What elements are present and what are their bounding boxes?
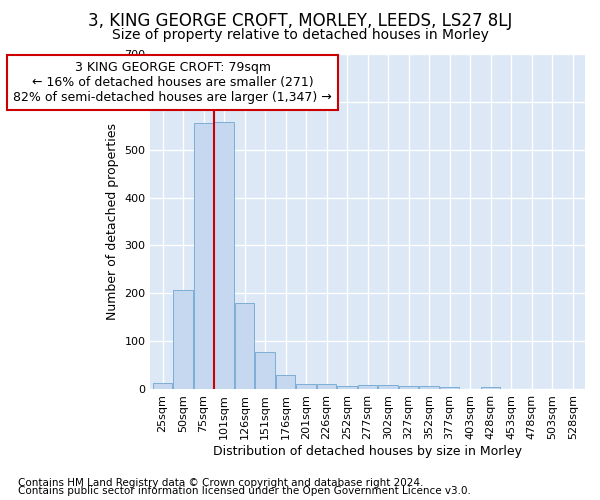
X-axis label: Distribution of detached houses by size in Morley: Distribution of detached houses by size … bbox=[213, 444, 522, 458]
Text: Contains public sector information licensed under the Open Government Licence v3: Contains public sector information licen… bbox=[18, 486, 471, 496]
Bar bbox=[153, 383, 172, 389]
Bar bbox=[235, 304, 254, 389]
Y-axis label: Number of detached properties: Number of detached properties bbox=[106, 123, 119, 320]
Bar bbox=[194, 123, 214, 389]
Bar bbox=[358, 385, 377, 389]
Bar bbox=[399, 386, 418, 389]
Bar bbox=[317, 384, 337, 389]
Bar bbox=[440, 386, 460, 389]
Text: 3 KING GEORGE CROFT: 79sqm
← 16% of detached houses are smaller (271)
82% of sem: 3 KING GEORGE CROFT: 79sqm ← 16% of deta… bbox=[13, 61, 332, 104]
Bar bbox=[296, 384, 316, 389]
Text: Contains HM Land Registry data © Crown copyright and database right 2024.: Contains HM Land Registry data © Crown c… bbox=[18, 478, 424, 488]
Bar bbox=[379, 385, 398, 389]
Bar bbox=[256, 352, 275, 389]
Text: 3, KING GEORGE CROFT, MORLEY, LEEDS, LS27 8LJ: 3, KING GEORGE CROFT, MORLEY, LEEDS, LS2… bbox=[88, 12, 512, 30]
Bar bbox=[173, 290, 193, 389]
Bar bbox=[419, 386, 439, 389]
Bar bbox=[337, 386, 357, 389]
Bar bbox=[481, 386, 500, 389]
Bar bbox=[276, 375, 295, 389]
Bar bbox=[214, 122, 234, 389]
Text: Size of property relative to detached houses in Morley: Size of property relative to detached ho… bbox=[112, 28, 488, 42]
